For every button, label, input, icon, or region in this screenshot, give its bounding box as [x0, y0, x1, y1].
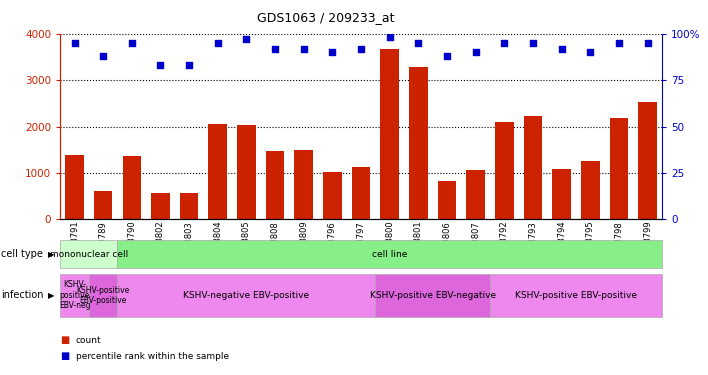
Text: KSHV-positive EBV-positive: KSHV-positive EBV-positive [515, 291, 637, 300]
Point [441, 53, 452, 59]
Point [413, 40, 424, 46]
Bar [467, 170, 485, 219]
Bar [94, 190, 113, 219]
Point [556, 46, 567, 52]
Point [212, 40, 224, 46]
Point [355, 46, 367, 52]
Text: cell type: cell type [1, 249, 43, 259]
Text: ■: ■ [60, 335, 69, 345]
Text: count: count [76, 336, 101, 345]
Text: ▶: ▶ [47, 291, 55, 300]
Bar [122, 156, 141, 219]
Point [155, 62, 166, 68]
Bar [552, 169, 571, 219]
Point [642, 40, 653, 46]
Point [241, 36, 252, 42]
Bar [237, 125, 256, 219]
Bar [180, 194, 198, 219]
Bar [409, 67, 428, 219]
Text: KSHV-
positive
EBV-neg: KSHV- positive EBV-neg [59, 280, 90, 310]
Text: infection: infection [1, 290, 44, 300]
Point [613, 40, 624, 46]
Text: cell line: cell line [372, 250, 407, 259]
Bar [295, 150, 313, 219]
Bar [152, 193, 170, 219]
Bar [380, 49, 399, 219]
Point [498, 40, 510, 46]
Bar [438, 182, 457, 219]
Point [527, 40, 539, 46]
Bar [65, 155, 84, 219]
Point [384, 34, 395, 40]
Bar [352, 167, 370, 219]
Bar [495, 122, 514, 219]
Bar [524, 116, 542, 219]
Text: ■: ■ [60, 351, 69, 361]
Text: percentile rank within the sample: percentile rank within the sample [76, 352, 229, 361]
Text: KSHV-negative EBV-positive: KSHV-negative EBV-positive [183, 291, 309, 300]
Point [126, 40, 137, 46]
Bar [581, 161, 600, 219]
Text: GDS1063 / 209233_at: GDS1063 / 209233_at [257, 11, 394, 24]
Point [585, 50, 596, 55]
Point [327, 50, 338, 55]
Bar [208, 124, 227, 219]
Text: KSHV-positive
EBV-positive: KSHV-positive EBV-positive [76, 286, 130, 305]
Point [298, 46, 309, 52]
Bar [323, 172, 342, 219]
Point [183, 62, 195, 68]
Bar [639, 102, 657, 219]
Point [270, 46, 281, 52]
Point [470, 50, 481, 55]
Bar [266, 151, 285, 219]
Text: KSHV-positive EBV-negative: KSHV-positive EBV-negative [370, 291, 496, 300]
Bar [610, 118, 628, 219]
Point [69, 40, 80, 46]
Text: mononuclear cell: mononuclear cell [50, 250, 128, 259]
Text: ▶: ▶ [47, 250, 55, 259]
Point [98, 53, 109, 59]
